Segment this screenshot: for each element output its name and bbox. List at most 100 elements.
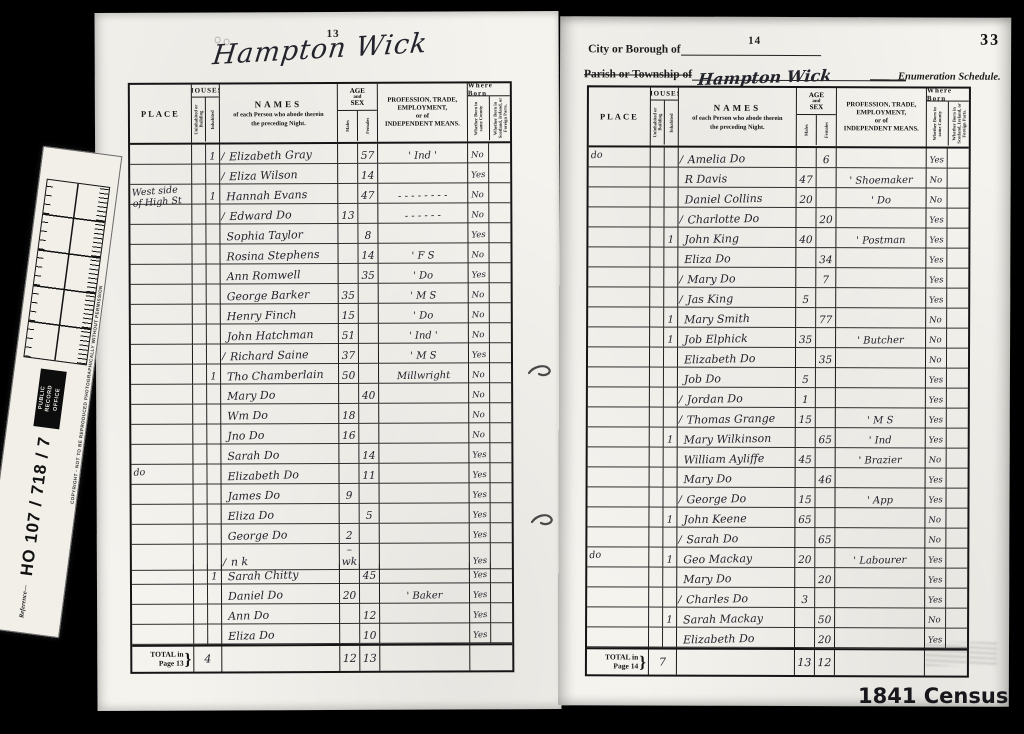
born-county-cell: Yes <box>469 463 491 484</box>
female-age-entry: 65 <box>818 434 832 447</box>
profession-cell <box>380 603 471 624</box>
total-brace: } <box>639 651 646 672</box>
name-entry: John King <box>684 232 740 247</box>
city-borough-blank <box>680 42 821 57</box>
profession-cell <box>835 528 926 549</box>
place-cell <box>131 364 194 385</box>
uninhabited-cell <box>192 284 207 305</box>
table-row: Rosina Stephens 14 ' F S No <box>130 243 511 265</box>
born-foreign-cell <box>490 443 512 464</box>
inhabited-cell <box>207 444 222 465</box>
female-age-cell <box>815 388 836 409</box>
female-age-entry: 40 <box>361 389 376 402</box>
born-foreign-cell <box>490 563 512 584</box>
male-age-entry: 15 <box>798 494 812 507</box>
enumeration-schedule-label: Enumeration Schedule. <box>897 71 1001 83</box>
born-county-entry: No <box>472 410 485 421</box>
male-age-entry: 45 <box>798 454 812 467</box>
total-females: 12 <box>817 656 832 670</box>
profession-cell: ' Do <box>378 263 469 284</box>
name-cell: Henry Finch <box>220 303 339 325</box>
profession-entry: ' F S <box>411 250 435 262</box>
profession-cell: ' Postman <box>836 228 927 249</box>
born-county-entry: No <box>470 150 484 161</box>
male-age-cell: 51 <box>338 323 359 344</box>
male-age-entry: 18 <box>342 409 356 422</box>
name-entry: Tho Chamberlain <box>226 367 324 384</box>
total-females-cell: 12 <box>814 650 835 676</box>
born-county-cell: No <box>469 423 491 444</box>
profession-cell: Millwright <box>379 363 470 384</box>
born-county-entry: No <box>471 310 485 321</box>
profession-cell: ' Labourer <box>835 548 926 569</box>
column-header-place: PLACE <box>588 87 651 146</box>
female-age-entry: 5 <box>365 509 373 522</box>
profession-cell <box>835 468 926 489</box>
born-foreign-cell <box>947 148 969 169</box>
born-county-entry: No <box>928 315 942 326</box>
female-age-entry: 14 <box>360 169 375 182</box>
table-row: Sophia Taylor 8 Yes <box>130 223 511 245</box>
inhabited-cell <box>663 527 678 548</box>
uninhabited-cell <box>192 184 207 205</box>
born-county-cell: No <box>468 323 490 344</box>
male-age-cell: 37 <box>338 343 360 364</box>
profession-entry <box>836 386 925 387</box>
parish-line: Parish or Township of Hampton Wick <box>584 66 907 89</box>
table-row: Ann Do 12 Yes <box>132 603 513 625</box>
female-age-entry: 35 <box>818 354 833 367</box>
male-age-cell: 5 <box>795 368 816 389</box>
name-entry: Eliza Wilson <box>229 168 299 184</box>
profession-entry: - - - - - - - - <box>398 190 448 203</box>
inhabited-cell: 1 <box>663 547 678 568</box>
inhabited-cell <box>208 624 223 645</box>
inhabited-mark: 1 <box>667 434 674 446</box>
inhabited-cell <box>207 424 222 445</box>
place-cell <box>588 227 651 248</box>
male-age-cell <box>796 148 817 169</box>
uninhabited-cell <box>649 547 664 568</box>
female-age-cell <box>358 303 379 324</box>
profession-cell <box>378 163 469 184</box>
inhabited-cell: 1 <box>663 507 678 528</box>
name-entry: Mary Smith <box>684 312 751 327</box>
column-header-where-born: Where Born Whether Born in same County W… <box>467 83 510 141</box>
born-county-cell: Yes <box>925 408 947 429</box>
profession-entry: ' Ind ' <box>408 330 438 342</box>
profession-entry <box>380 541 469 543</box>
inhabited-cell <box>664 167 679 188</box>
census-rows-left: 1 /Elizabeth Gray 57 ' Ind ' No / Eliza W… <box>130 143 513 645</box>
total-houses: 7 <box>658 655 666 669</box>
name-entry: Elizabeth Do <box>227 468 300 484</box>
profession-cell: - - - - - - - - <box>378 183 469 204</box>
profession-cell: ' Brazier <box>835 448 926 469</box>
female-age-entry: 20 <box>818 574 832 587</box>
table-row: George Do 2 Yes <box>131 523 512 545</box>
name-cell: Mary Smith <box>678 307 797 329</box>
name-entry: Charlotte Do <box>687 211 760 227</box>
name-cell: Mary Do <box>677 567 796 589</box>
place-entry <box>590 367 646 371</box>
female-age-cell: 50 <box>815 608 836 629</box>
male-age-cell: 13 <box>338 203 359 224</box>
table-row: Job Do 5 Yes <box>587 367 968 389</box>
male-age-cell: 5 <box>796 288 817 309</box>
female-age-cell <box>815 408 836 429</box>
profession-cell: ' App <box>835 488 926 509</box>
born-county-cell: No <box>925 448 947 469</box>
inhabited-cell <box>663 407 678 428</box>
inhabited-mark: 1 <box>667 314 674 326</box>
female-age-cell: 46 <box>815 468 836 489</box>
table-row: Mary Do 40 No <box>131 383 512 405</box>
table-row: / Thomas Grange 15 ' M S Yes <box>587 407 968 429</box>
place-entry <box>590 267 646 271</box>
born-foreign-cell <box>490 383 512 404</box>
name-entry: Daniel Do <box>227 588 284 604</box>
born-county-entry: Yes <box>929 155 945 166</box>
place-cell <box>587 347 651 368</box>
uninhabited-cell <box>650 307 665 328</box>
male-age-cell <box>338 143 359 164</box>
born-county-entry: Yes <box>472 450 487 461</box>
table-row: Jno Do 16 No <box>131 423 512 445</box>
table-row: Eliza Do 10 Yes <box>132 623 513 645</box>
